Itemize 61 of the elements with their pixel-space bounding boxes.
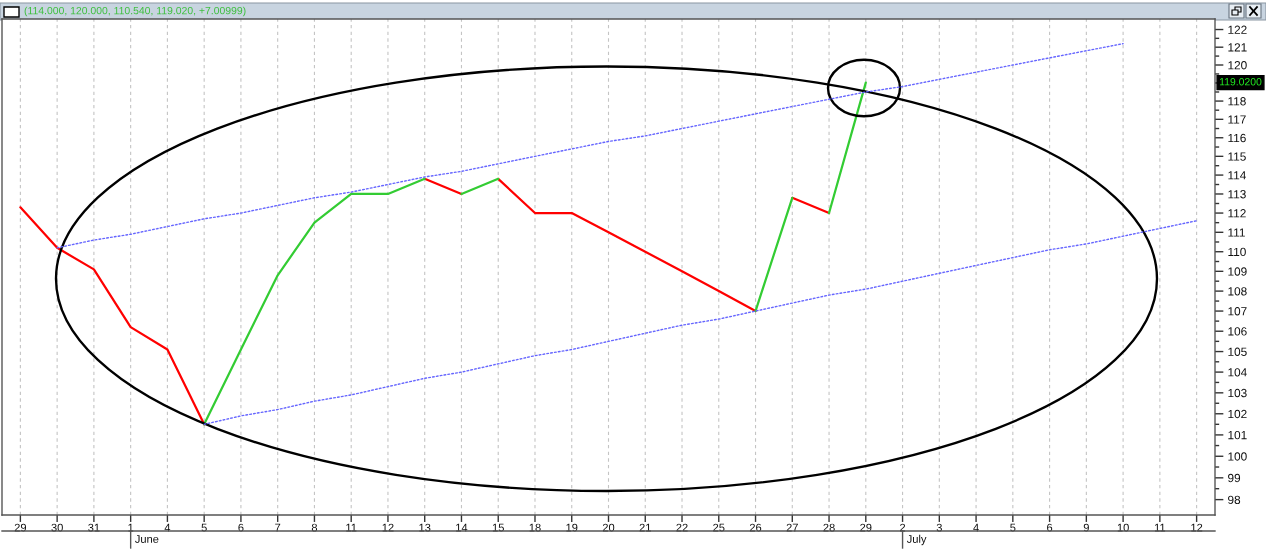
x-tick-label: 29 bbox=[860, 523, 872, 532]
x-tick-label: 7 bbox=[275, 523, 281, 532]
x-tick-label: 28 bbox=[823, 523, 835, 532]
x-tick-label: 9 bbox=[1083, 523, 1089, 532]
y-tick-label: 111 bbox=[1228, 228, 1245, 237]
y-tick-label: 98 bbox=[1228, 495, 1241, 505]
x-tick-label: 20 bbox=[602, 523, 615, 532]
y-tick-label: 122 bbox=[1228, 25, 1247, 34]
y-tick-label: 101 bbox=[1228, 430, 1247, 440]
x-tick-label: 11 bbox=[1154, 523, 1166, 532]
y-tick-label: 106 bbox=[1228, 327, 1247, 336]
y-tick-label: 100 bbox=[1228, 452, 1247, 461]
y-tick-label: 110 bbox=[1228, 247, 1246, 257]
x-tick-label: 26 bbox=[749, 523, 762, 532]
y-tick-label: 117 bbox=[1228, 115, 1246, 124]
x-tick-label: 11 bbox=[346, 523, 357, 532]
x-tick-label: 27 bbox=[786, 523, 798, 532]
y-tick-label: 105 bbox=[1228, 347, 1247, 356]
x-tick-label: 6 bbox=[1047, 523, 1053, 532]
x-tick-label: 15 bbox=[492, 523, 504, 532]
x-tick-label: 12 bbox=[382, 523, 394, 532]
y-tick-label: 99 bbox=[1228, 473, 1241, 483]
x-tick-label: 4 bbox=[164, 523, 171, 532]
text: June bbox=[134, 535, 159, 543]
x-tick-label: 6 bbox=[238, 523, 244, 532]
text: 119.0200 bbox=[1219, 78, 1262, 86]
x-tick-label: 5 bbox=[1010, 523, 1016, 532]
x-tick-label: 19 bbox=[566, 523, 578, 532]
x-tick-label: 12 bbox=[1191, 523, 1203, 532]
x-tick-label: 8 bbox=[311, 523, 318, 532]
y-tick-label: 108 bbox=[1228, 287, 1247, 296]
y-tick-label: 116 bbox=[1228, 133, 1246, 143]
y-tick-label: 113 bbox=[1228, 190, 1246, 199]
x-tick-label: 21 bbox=[639, 523, 651, 532]
y-tick-label: 109 bbox=[1228, 267, 1247, 276]
x-tick-label: 4 bbox=[973, 523, 979, 532]
x-tick-label: 13 bbox=[419, 523, 431, 532]
x-tick-label: 14 bbox=[456, 523, 468, 532]
y-tick-label: 103 bbox=[1228, 388, 1247, 398]
x-tick-label: 22 bbox=[676, 523, 688, 532]
y-tick-label: 115 bbox=[1228, 152, 1246, 161]
x-tick-label: 3 bbox=[936, 523, 942, 532]
y-tick-label: 107 bbox=[1228, 307, 1247, 316]
line-series bbox=[203, 220, 1198, 426]
y-tick-label: 102 bbox=[1228, 409, 1247, 419]
x-tick-label: 10 bbox=[1117, 523, 1129, 532]
x-tick-label: 29 bbox=[14, 523, 27, 532]
x-tick-label: 31 bbox=[88, 523, 100, 532]
y-tick-label: 118 bbox=[1228, 97, 1246, 106]
line-series bbox=[56, 42, 1124, 249]
x-tick-label: 5 bbox=[201, 523, 207, 532]
y-tick-label: 120 bbox=[1228, 61, 1247, 70]
x-tick-label: 25 bbox=[713, 523, 725, 532]
y-tick-label: 121 bbox=[1228, 43, 1247, 52]
y-tick-label: 114 bbox=[1228, 171, 1246, 180]
chart-title: (114.000, 120.000, 110.540, 119.020, +7.00999) bbox=[24, 6, 246, 17]
y-tick-label: 112 bbox=[1228, 209, 1246, 218]
x-tick-label: 18 bbox=[529, 523, 541, 532]
y-tick-label: 104 bbox=[1228, 368, 1247, 377]
x-tick-label: 30 bbox=[51, 523, 63, 532]
text: July bbox=[906, 534, 927, 546]
